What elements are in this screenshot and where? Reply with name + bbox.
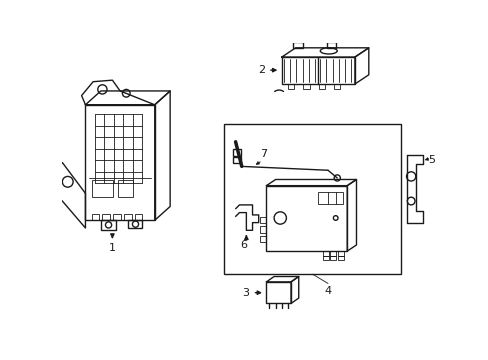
Bar — [118, 180, 133, 197]
Bar — [91, 214, 99, 220]
Bar — [233, 149, 241, 156]
Bar — [287, 84, 293, 89]
Bar — [333, 84, 340, 89]
Text: 3: 3 — [242, 288, 249, 298]
Bar — [85, 105, 154, 220]
Bar — [326, 42, 336, 48]
Text: 7: 7 — [260, 149, 267, 159]
Bar — [322, 256, 328, 260]
Bar — [322, 251, 328, 256]
Bar — [91, 180, 113, 197]
Bar — [102, 214, 110, 220]
Text: 1: 1 — [109, 243, 116, 253]
Bar — [317, 192, 342, 204]
Bar — [101, 220, 116, 230]
Bar — [329, 251, 336, 256]
Bar — [337, 256, 344, 260]
Bar — [318, 84, 324, 89]
Bar — [135, 214, 142, 220]
Text: 5: 5 — [427, 155, 434, 165]
Bar — [337, 251, 344, 256]
Bar — [329, 256, 336, 260]
Bar — [127, 220, 142, 228]
Bar — [224, 124, 400, 274]
Bar — [266, 186, 346, 251]
Text: 2: 2 — [257, 65, 264, 75]
Bar — [293, 42, 302, 48]
Bar — [260, 226, 266, 233]
Bar — [266, 282, 290, 303]
Bar — [123, 214, 131, 220]
Bar — [260, 217, 266, 223]
Text: 6: 6 — [239, 239, 246, 249]
Bar — [281, 57, 354, 84]
Bar — [113, 214, 121, 220]
Text: 4: 4 — [324, 286, 331, 296]
Bar — [260, 236, 266, 242]
Bar — [303, 84, 309, 89]
Bar — [233, 157, 241, 163]
